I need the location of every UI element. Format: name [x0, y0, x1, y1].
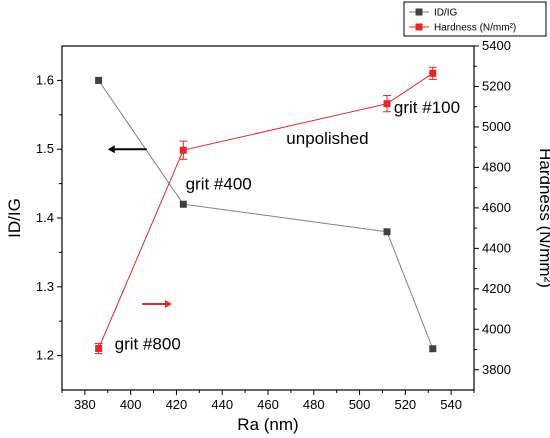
right-y-tick-label: 3800	[482, 362, 511, 377]
right-y-tick-label: 5200	[482, 78, 511, 93]
legend-box	[403, 1, 547, 37]
right-y-tick-label: 4200	[482, 281, 511, 296]
right-axis-ticks: 3800 4000 4200 4400 4600 4800 5000 5200 5400	[474, 38, 511, 377]
arrow-head	[164, 300, 172, 308]
x-tick-label: 420	[166, 397, 188, 412]
data-point-hardness	[95, 345, 103, 353]
legend: ID/IG Hardness (N/mm²)	[403, 1, 547, 37]
x-axis-title: Ra (nm)	[237, 415, 298, 434]
series-layer	[94, 66, 437, 355]
right-axis-title: Hardness (N/mm²)	[536, 148, 550, 288]
data-point-idig	[429, 345, 437, 353]
x-tick-label: 400	[120, 397, 142, 412]
series-line-hardness	[98, 72, 434, 349]
annotations: grit #800 grit #400 grit #100 unpolished	[107, 98, 460, 354]
x-tick-label: 520	[394, 397, 416, 412]
right-y-tick-label: 4800	[482, 159, 511, 174]
annotation-label: grit #800	[115, 335, 181, 354]
annotation-label: unpolished	[286, 129, 368, 148]
legend-marker-hardness	[415, 23, 423, 31]
x-tick-label: 480	[303, 397, 325, 412]
right-y-tick-label: 5400	[482, 38, 511, 53]
data-point-idig	[179, 200, 187, 208]
data-point-hardness	[429, 69, 437, 77]
x-axis-ticks: 380 400 420 440 460 480 500 520 540	[61, 390, 475, 412]
x-tick-label: 500	[349, 397, 371, 412]
right-y-tick-label: 4400	[482, 240, 511, 255]
legend-label-hardness: Hardness (N/mm²)	[434, 23, 516, 34]
data-point-idig	[383, 228, 391, 236]
left-y-tick-label: 1.3	[36, 279, 54, 294]
right-y-tick-label: 4600	[482, 200, 511, 215]
left-axis-ticks: 1.2 1.3 1.4 1.5 1.6	[36, 72, 62, 363]
left-y-tick-label: 1.4	[36, 210, 54, 225]
data-point-idig	[95, 76, 103, 84]
x-tick-label: 380	[74, 397, 96, 412]
x-tick-label: 540	[440, 397, 462, 412]
legend-marker-idig	[415, 8, 423, 16]
left-y-tick-label: 1.5	[36, 141, 54, 156]
left-y-tick-label: 1.6	[36, 72, 54, 87]
x-tick-label: 460	[257, 397, 279, 412]
annotation-label: grit #400	[186, 175, 252, 194]
left-y-tick-label: 1.2	[36, 348, 54, 363]
right-y-tick-label: 5000	[482, 119, 511, 134]
left-axis-title: ID/IG	[5, 198, 24, 238]
series-line-idig	[98, 80, 434, 349]
data-point-hardness	[383, 100, 391, 108]
right-y-tick-label: 4000	[482, 321, 511, 336]
arrow-head	[107, 145, 115, 154]
x-tick-label: 440	[211, 397, 233, 412]
annotation-label: grit #100	[394, 98, 460, 117]
data-point-hardness	[179, 146, 187, 154]
legend-label-idig: ID/IG	[434, 8, 458, 19]
